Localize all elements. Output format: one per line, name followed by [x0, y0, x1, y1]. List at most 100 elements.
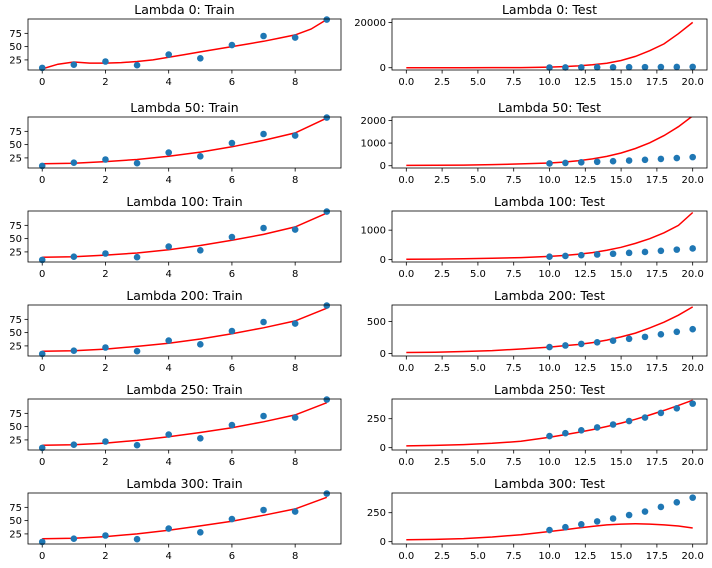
x-tick-label: 6 [229, 363, 235, 374]
x-tick-label: 6 [229, 551, 235, 562]
x-tick-label: 6 [229, 457, 235, 468]
y-tick-label: 1000 [361, 226, 386, 237]
data-point [165, 525, 172, 532]
y-tick-label: 0 [380, 443, 386, 454]
data-point [689, 400, 696, 407]
y-tick-label: 75 [9, 221, 22, 232]
data-point [228, 327, 236, 335]
x-tick-label: 8 [292, 457, 298, 468]
y-tick-label: 0 [380, 255, 386, 266]
x-tick-label: 17.5 [646, 457, 668, 468]
x-tick-label: 4 [166, 363, 172, 374]
fit-curve [406, 306, 694, 354]
data-point [323, 302, 331, 309]
panel-title: Lambda 300: Test [494, 476, 605, 491]
data-point [165, 243, 172, 250]
axes-frame [391, 398, 708, 451]
data-point [641, 63, 649, 71]
data-point [657, 331, 665, 338]
data-point [593, 518, 601, 525]
x-tick-label: 0 [39, 77, 45, 88]
data-point [673, 154, 681, 162]
x-tick-label: 20.0 [682, 175, 704, 186]
x-tick-label: 2.5 [434, 363, 450, 374]
data-point [228, 233, 236, 241]
y-tick-label: 75 [9, 409, 22, 420]
x-tick-label: 2 [102, 269, 108, 280]
y-tick-label: 25 [9, 55, 22, 66]
data-point [197, 153, 204, 160]
data-point [593, 64, 601, 71]
data-point [577, 520, 585, 528]
x-tick-label: 7.5 [506, 363, 522, 374]
x-tick-label: 10.0 [538, 363, 560, 374]
data-point [38, 538, 46, 546]
data-point [657, 503, 665, 511]
data-point [562, 523, 569, 531]
x-tick-label: 15.0 [610, 77, 632, 88]
fit-curve [41, 19, 328, 70]
axes-frame [391, 210, 708, 263]
x-tick-label: 12.5 [574, 457, 596, 468]
data-point [562, 429, 569, 437]
data-point [291, 34, 299, 41]
x-tick-label: 15.0 [610, 457, 632, 468]
data-point [102, 532, 109, 539]
data-point [197, 435, 204, 442]
data-point [70, 441, 78, 448]
data-point [689, 325, 696, 333]
x-tick-label: 5.0 [470, 457, 486, 468]
data-point [609, 421, 617, 428]
data-point [593, 251, 601, 258]
x-tick-label: 4 [166, 551, 172, 562]
data-point [70, 347, 78, 354]
panel-title: Lambda 100: Test [494, 194, 605, 209]
data-point [641, 508, 649, 515]
x-tick-label: 15.0 [610, 551, 632, 562]
x-tick-label: 20.0 [682, 77, 704, 88]
fit-curve [42, 402, 328, 446]
y-tick-label: 25 [9, 153, 22, 164]
data-point [291, 132, 299, 139]
axes-frame [27, 116, 342, 169]
data-point [228, 139, 236, 147]
data-point [625, 63, 633, 71]
x-tick-label: 8 [292, 175, 298, 186]
data-point [625, 417, 633, 425]
x-tick-label: 12.5 [574, 77, 596, 88]
x-tick-label: 12.5 [574, 269, 596, 280]
data-point [260, 412, 267, 420]
panel-title: Lambda 300: Train [126, 476, 242, 491]
y-tick-label: 0 [380, 63, 386, 74]
data-point [657, 247, 665, 255]
x-tick-label: 12.5 [574, 175, 596, 186]
panel-5: Lambda 100: Train 0 2 4 6 8 25 50 75 [9, 194, 342, 280]
panel-7: Lambda 200: Train 0 2 4 6 8 25 50 75 [9, 288, 342, 374]
data-point [197, 529, 204, 536]
data-point [133, 347, 141, 355]
data-point [577, 340, 585, 348]
y-tick-label: 250 [367, 414, 386, 425]
x-tick-label: 5.0 [470, 77, 486, 88]
x-tick-label: 10.0 [538, 457, 560, 468]
data-point [546, 253, 553, 260]
x-tick-label: 20.0 [682, 551, 704, 562]
data-point [673, 63, 681, 71]
data-point [323, 490, 331, 497]
data-point [609, 250, 617, 258]
y-tick-label: 50 [9, 422, 22, 433]
data-point [546, 526, 553, 534]
x-tick-label: 2 [102, 551, 108, 562]
data-point [577, 251, 585, 259]
data-point [577, 426, 585, 434]
data-point [323, 114, 331, 121]
data-point [260, 32, 267, 40]
axes-frame [27, 492, 342, 545]
data-point [197, 247, 204, 254]
x-tick-label: 0.0 [398, 551, 414, 562]
x-tick-label: 2 [102, 77, 108, 88]
x-tick-label: 5.0 [470, 363, 486, 374]
x-tick-label: 2.5 [434, 551, 450, 562]
y-tick-label: 0 [380, 537, 386, 548]
